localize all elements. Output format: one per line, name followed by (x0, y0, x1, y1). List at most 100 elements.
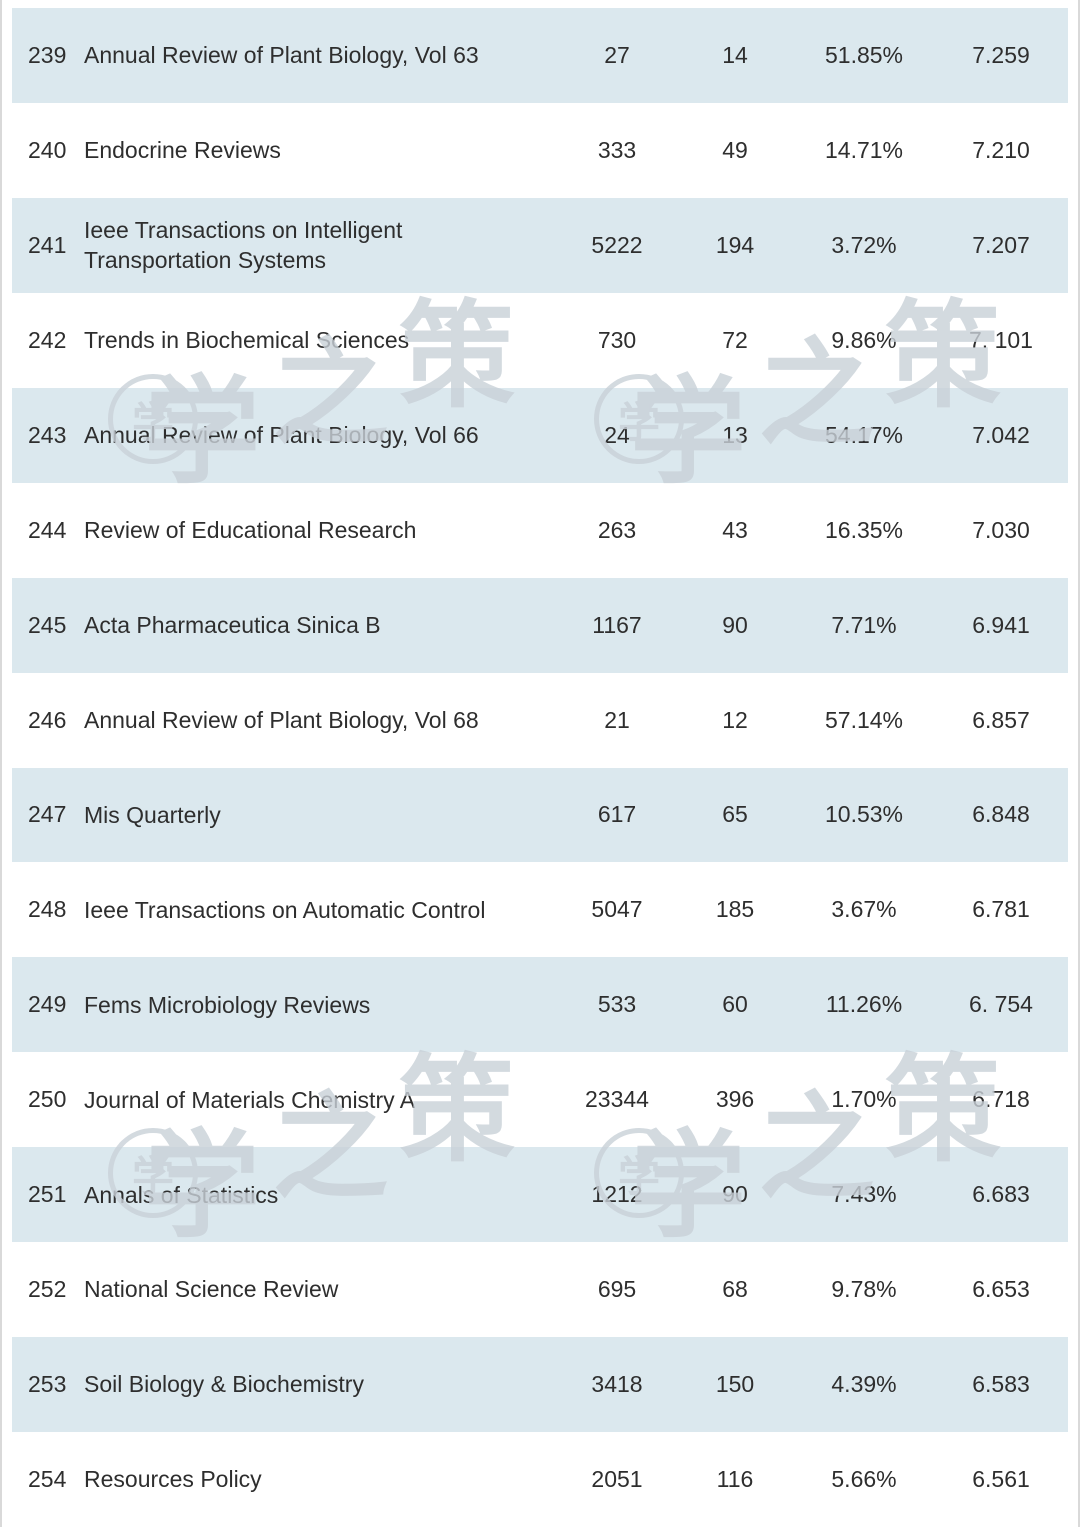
table-row: 247 Mis Quarterly 617 65 10.53% 6.848 (12, 767, 1068, 863)
review-articles-cell: 396 (715, 1086, 755, 1113)
rank-cell: 252 (28, 1276, 67, 1303)
table-row: 250 Journal of Materials Chemistry A 233… (12, 1052, 1068, 1148)
total-articles-cell: 1167 (592, 611, 642, 638)
journal-name-cell: Annals of Statistics (84, 1181, 279, 1208)
total-articles-cell: 263 (597, 516, 637, 543)
impact-factor-cell: 7.030 (972, 516, 1030, 543)
table-row: 240 Endocrine Reviews 333 49 14.71% 7.21… (12, 102, 1068, 198)
impact-factor-cell: 6.653 (972, 1276, 1030, 1303)
rank-cell: 249 (28, 991, 67, 1018)
review-articles-cell: 150 (715, 1371, 755, 1398)
rank-cell: 246 (28, 706, 67, 733)
total-articles-cell: 23344 (585, 1086, 649, 1113)
rank-cell: 243 (28, 421, 67, 448)
review-articles-cell: 65 (722, 801, 748, 828)
review-ratio-cell: 3.67% (831, 896, 897, 923)
impact-factor-cell: 6.781 (972, 896, 1030, 923)
total-articles-cell: 617 (597, 801, 637, 828)
total-articles-cell: 333 (597, 136, 637, 163)
review-ratio-cell: 4.39% (831, 1371, 897, 1398)
table-row: 239 Annual Review of Plant Biology, Vol … (12, 8, 1068, 103)
table-row: 254 Resources Policy 2051 116 5.66% 6.56… (12, 1432, 1068, 1527)
rank-cell: 240 (28, 136, 67, 163)
review-ratio-cell: 54.17% (824, 421, 903, 448)
journal-name-cell: Ieee Transactions on Automatic Control (84, 896, 486, 923)
review-ratio-cell: 11.26% (825, 991, 903, 1018)
impact-factor-cell: 7.259 (972, 41, 1030, 68)
journal-name-cell: Ieee Transactions on Intelligent Transpo… (84, 216, 403, 274)
total-articles-cell: 27 (604, 41, 630, 68)
total-articles-cell: 3418 (591, 1371, 643, 1398)
rank-cell: 245 (28, 611, 67, 638)
journal-name-cell: Journal of Materials Chemistry A (84, 1086, 416, 1113)
total-articles-cell: 21 (604, 706, 630, 733)
table-row: 244 Review of Educational Research 263 4… (12, 482, 1068, 578)
review-articles-cell: 194 (715, 231, 755, 258)
review-articles-cell: 90 (722, 611, 748, 638)
total-articles-cell: 2051 (591, 1466, 643, 1493)
journal-name-cell: Fems Microbiology Reviews (84, 991, 371, 1018)
rank-cell: 244 (28, 516, 67, 543)
impact-factor-cell: 6.718 (972, 1086, 1030, 1113)
journal-name-cell: National Science Review (84, 1276, 339, 1303)
review-articles-cell: 116 (716, 1466, 754, 1493)
review-articles-cell: 72 (722, 326, 748, 353)
table-row: 249 Fems Microbiology Reviews 533 60 11.… (12, 957, 1068, 1053)
journal-name-cell: Annual Review of Plant Biology, Vol 68 (84, 706, 479, 733)
rank-cell: 254 (28, 1466, 67, 1493)
rank-cell: 253 (28, 1371, 67, 1398)
impact-factor-cell: 6.561 (972, 1466, 1030, 1493)
review-ratio-cell: 3.72% (831, 231, 897, 258)
table-row: 242 Trends in Biochemical Sciences 730 7… (12, 292, 1068, 388)
review-ratio-cell: 5.66% (831, 1466, 897, 1493)
impact-factor-cell: 6.941 (972, 611, 1030, 638)
table-row: 248 Ieee Transactions on Automatic Contr… (12, 862, 1068, 958)
review-ratio-cell: 1.70% (831, 1086, 897, 1113)
table-row: 241 Ieee Transactions on Intelligent Tra… (12, 197, 1068, 293)
rank-cell: 239 (28, 41, 67, 68)
table-row: 251 Annals of Statistics 1212 90 7.43% 6… (12, 1147, 1068, 1243)
impact-factor-cell: 7.042 (972, 421, 1030, 448)
review-articles-cell: 68 (722, 1276, 748, 1303)
total-articles-cell: 24 (604, 421, 630, 448)
review-ratio-cell: 57.14% (824, 706, 903, 733)
impact-factor-cell: 6. 754 (969, 991, 1033, 1018)
journal-name-cell: Soil Biology & Biochemistry (84, 1371, 364, 1398)
review-articles-cell: 14 (722, 41, 748, 68)
journal-name-cell: Trends in Biochemical Sciences (84, 327, 410, 354)
journal-name-cell: Endocrine Reviews (84, 137, 281, 164)
review-ratio-cell: 9.86% (831, 326, 897, 353)
impact-factor-cell: 7.210 (972, 136, 1030, 163)
review-articles-cell: 12 (722, 706, 748, 733)
table-row: 252 National Science Review 695 68 9.78%… (12, 1242, 1068, 1338)
review-ratio-cell: 51.85% (824, 41, 903, 68)
journal-name-cell: Annual Review of Plant Biology, Vol 63 (84, 42, 479, 69)
journal-name-cell: Annual Review of Plant Biology, Vol 66 (84, 422, 479, 449)
total-articles-cell: 730 (597, 326, 637, 353)
rank-cell: 247 (28, 801, 67, 828)
review-ratio-cell: 7.71% (831, 611, 897, 638)
review-ratio-cell: 14.71% (824, 136, 903, 163)
review-ratio-cell: 7.43% (831, 1181, 897, 1208)
journal-name-cell: Review of Educational Research (84, 516, 417, 543)
table-row: 246 Annual Review of Plant Biology, Vol … (12, 672, 1068, 768)
impact-factor-cell: 6.857 (972, 706, 1030, 733)
journal-name-cell: Mis Quarterly (84, 801, 221, 828)
total-articles-cell: 5047 (591, 896, 643, 923)
impact-factor-cell: 6.683 (972, 1181, 1030, 1208)
review-ratio-cell: 10.53% (824, 801, 903, 828)
total-articles-cell: 1212 (591, 1181, 643, 1208)
journal-name-cell: Acta Pharmaceutica Sinica B (84, 611, 381, 638)
review-articles-cell: 60 (722, 991, 748, 1018)
rank-cell: 242 (28, 326, 67, 353)
total-articles-cell: 5222 (591, 231, 643, 258)
journal-name-cell: Resources Policy (84, 1466, 262, 1493)
review-articles-cell: 13 (722, 421, 748, 448)
table-row: 253 Soil Biology & Biochemistry 3418 150… (12, 1337, 1068, 1433)
review-articles-cell: 49 (722, 136, 748, 163)
impact-factor-cell: 7.207 (972, 231, 1030, 258)
review-articles-cell: 185 (715, 896, 755, 923)
rank-cell: 250 (28, 1086, 67, 1113)
